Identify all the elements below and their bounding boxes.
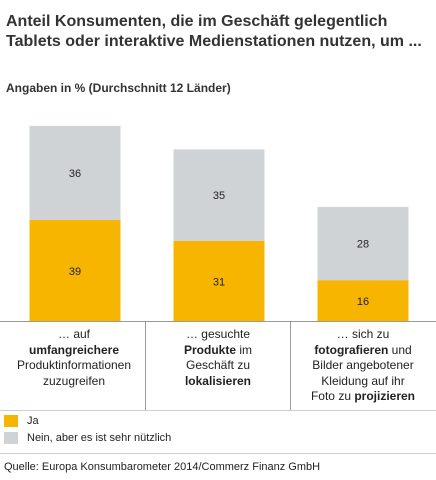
category-label-part: projizieren [354, 389, 416, 403]
legend-top-rule [0, 410, 436, 411]
category-label-produktinformationen: … auf umfangreichere Produktinformationen z… [4, 327, 144, 389]
source-top-rule [0, 453, 436, 454]
category-divider [145, 322, 146, 410]
bar-segment-nein-3 [317, 206, 409, 281]
category-label-part: fotografieren [314, 342, 389, 357]
category-label-part: zuzugreifen [42, 373, 106, 388]
category-label-part: lokalisieren [184, 373, 252, 388]
legend-swatch-nein [4, 432, 18, 444]
data-label-nein-3: 28 [357, 239, 369, 251]
data-label-ja-3: 16 [357, 296, 369, 308]
category-divider [290, 322, 291, 410]
category-label-part: umfangreichere [28, 342, 120, 357]
category-label-part: Foto zu [310, 389, 355, 403]
bar-segment-ja-2 [173, 240, 265, 322]
bar-segment-nein-2 [173, 149, 265, 241]
category-label-part: und [388, 342, 412, 357]
bar-segment-ja-3 [317, 280, 409, 322]
category-label-part: Bilder angebotener [312, 358, 414, 372]
category-label-part: im [236, 342, 252, 357]
category-label-fotografieren: … sich zu fotografieren und Bilder angebot… [293, 327, 433, 405]
category-label-part: … gesuchte [185, 327, 251, 341]
bar-segment-ja-1 [29, 220, 121, 322]
data-label-ja-1: 39 [69, 266, 81, 278]
data-label-nein-2: 35 [213, 190, 225, 202]
category-label-part: Produktinformationen [16, 358, 132, 372]
stacked-bar-chart: 39 36 31 35 16 28 [0, 125, 436, 322]
data-label-ja-2: 31 [213, 276, 225, 288]
category-label-part: … sich zu [336, 327, 390, 341]
category-label-part: Produkte [183, 342, 236, 357]
legend-label-ja: Ja [27, 415, 39, 427]
bar-segment-nein-1 [29, 125, 121, 221]
data-label-nein-1: 36 [69, 168, 81, 180]
legend-label-nein: Nein, aber es ist sehr nützlich [27, 432, 172, 444]
category-label-part: Kleidung auf ihr [321, 373, 405, 388]
legend-swatch-ja [4, 415, 18, 427]
source-note: Quelle: Europa Konsumbarometer 2014/Comm… [4, 461, 321, 473]
category-label-part: … auf [57, 327, 90, 341]
chart-area: 39 36 31 35 16 28 [0, 100, 436, 322]
chart-subtitle: Angaben in % (Durchschnitt 12 Länder) [6, 81, 231, 95]
chart-title: Anteil Konsumenten, die im Geschäft gele… [6, 13, 422, 50]
category-label-part: Geschäft zu [185, 358, 251, 372]
category-label-produkte-lokalisieren: … gesuchte Produkte im Geschäft zu lokalisi… [148, 327, 288, 389]
